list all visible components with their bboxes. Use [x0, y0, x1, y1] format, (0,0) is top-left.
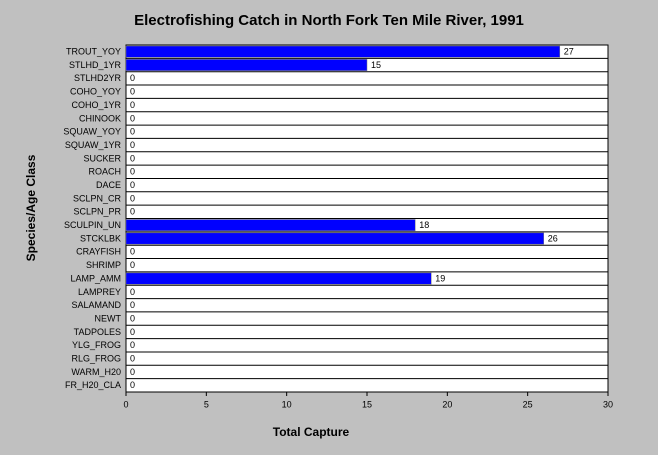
- y-tick-label: LAMPREY: [78, 287, 121, 297]
- bar: [125, 45, 561, 58]
- x-axis-label: Total Capture: [273, 425, 350, 439]
- value-label: 0: [130, 367, 135, 377]
- value-label: 0: [130, 87, 135, 97]
- y-tick-label: SHRIMP: [86, 260, 121, 270]
- y-tick-label: STLHD2YR: [74, 73, 122, 83]
- value-label: 15: [371, 60, 381, 70]
- x-tick-label: 5: [204, 399, 209, 409]
- value-label: 0: [130, 207, 135, 217]
- value-label: 0: [130, 287, 135, 297]
- y-tick-label: WARM_H20: [71, 367, 121, 377]
- value-label: 0: [130, 180, 135, 190]
- y-tick-label: COHO_1YR: [71, 100, 121, 110]
- y-tick-label: YLG_FROG: [72, 340, 121, 350]
- y-tick-label: CHINOOK: [79, 113, 121, 123]
- value-label: 0: [130, 247, 135, 257]
- x-tick-label: 0: [123, 399, 128, 409]
- x-tick-label: 20: [442, 399, 452, 409]
- y-tick-label: SUCKER: [83, 153, 121, 163]
- value-label: 0: [130, 193, 135, 203]
- y-tick-label: SCULPIN_UN: [64, 220, 121, 230]
- value-label: 0: [130, 153, 135, 163]
- y-tick-label: RLG_FROG: [71, 354, 121, 364]
- y-tick-label: DACE: [96, 180, 121, 190]
- y-tick-label: SCLPN_CR: [73, 193, 122, 203]
- chart-title: Electrofishing Catch in North Fork Ten M…: [134, 12, 524, 29]
- y-tick-label: STCKLBK: [80, 233, 121, 243]
- value-label: 0: [130, 380, 135, 390]
- y-tick-label: FR_H20_CLA: [65, 380, 121, 390]
- value-label: 0: [130, 327, 135, 337]
- value-label: 19: [435, 273, 445, 283]
- value-label: 0: [130, 140, 135, 150]
- y-tick-label: SALAMAND: [71, 300, 121, 310]
- y-tick-label: TADPOLES: [74, 327, 121, 337]
- x-tick-label: 30: [603, 399, 613, 409]
- y-tick-label: NEWT: [95, 313, 122, 323]
- bar: [125, 219, 416, 232]
- y-tick-label: STLHD_1YR: [69, 60, 122, 70]
- value-label: 0: [130, 300, 135, 310]
- value-label: 0: [130, 127, 135, 137]
- y-tick-label: COHO_YOY: [70, 87, 121, 97]
- y-tick-label: SQUAW_YOY: [63, 127, 121, 137]
- value-label: 0: [130, 167, 135, 177]
- y-tick-label: SQUAW_1YR: [65, 140, 122, 150]
- value-label: 0: [130, 354, 135, 364]
- value-label: 27: [564, 47, 574, 57]
- value-label: 18: [419, 220, 429, 230]
- value-label: 0: [130, 100, 135, 110]
- y-tick-label: LAMP_AMM: [70, 273, 121, 283]
- value-label: 0: [130, 113, 135, 123]
- x-tick-label: 15: [362, 399, 372, 409]
- value-label: 0: [130, 73, 135, 83]
- value-label: 0: [130, 313, 135, 323]
- bar: [125, 272, 432, 285]
- value-label: 26: [548, 233, 558, 243]
- x-tick-label: 10: [282, 399, 292, 409]
- x-tick-label: 25: [523, 399, 533, 409]
- value-label: 0: [130, 260, 135, 270]
- y-tick-label: SCLPN_PR: [73, 207, 121, 217]
- bar: [125, 232, 544, 245]
- y-tick-label: CRAYFISH: [76, 247, 121, 257]
- value-label: 0: [130, 340, 135, 350]
- y-axis-label: Species/Age Class: [24, 154, 38, 261]
- y-tick-label: ROACH: [88, 167, 121, 177]
- bar: [125, 59, 368, 71]
- y-tick-label: TROUT_YOY: [66, 47, 121, 57]
